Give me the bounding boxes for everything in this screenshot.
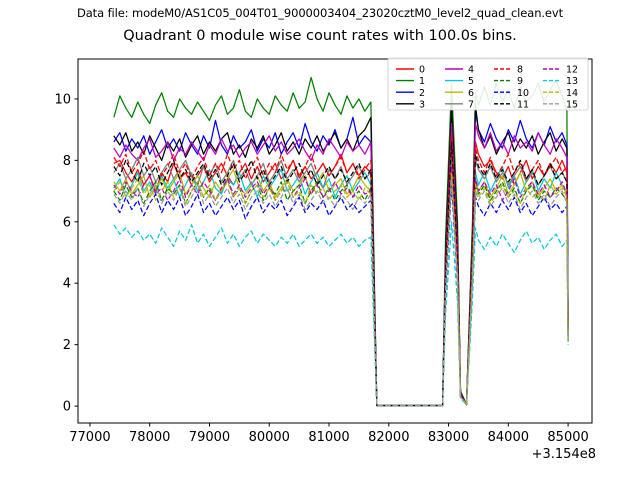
x-tick-label: 80000 [249,430,290,445]
figure-suptitle: Data file: modeM0/AS1C05_004T01_90000034… [76,6,564,20]
series-line-15 [113,178,569,407]
legend-box [387,57,589,111]
legend-label-12: 12 [566,65,578,76]
legend-label-0: 0 [419,65,425,76]
series-line-11 [113,141,569,407]
series-line-8 [113,135,569,407]
x-tick-label: 85000 [547,430,588,445]
x-tick-label: 83000 [428,430,469,445]
series-line-7 [113,147,569,407]
series-line-13 [113,221,569,407]
legend-label-15: 15 [566,99,578,110]
x-tick-label: 77000 [69,430,110,445]
series-line-10 [113,184,569,407]
legend-label-3: 3 [419,99,425,110]
legend-label-8: 8 [517,65,523,76]
legend-label-13: 13 [566,76,578,87]
y-tick-label: 8 [63,154,71,169]
axes-title: Quadrant 0 module wise count rates with … [123,28,517,44]
legend-label-2: 2 [419,88,425,99]
x-axis: 77000 78000 79000 80000 81000 82000 83000 84000… [69,423,589,445]
x-tick-label: 81000 [308,430,349,445]
legend-label-6: 6 [468,88,474,99]
y-tick-label: 10 [54,92,71,107]
y-tick-label: 2 [63,338,71,353]
series-line-12 [113,165,569,407]
y-tick-label: 0 [63,400,71,415]
legend-label-11: 11 [517,99,529,110]
series-line-6 [113,165,569,407]
y-axis: 0 2 4 6 8 10 [54,92,78,415]
x-axis-offset-text: +3.154e8 [531,447,596,462]
series-line-2 [113,110,569,407]
legend-label-4: 4 [468,65,474,76]
legend-label-5: 5 [468,76,474,87]
legend-label-10: 10 [517,88,529,99]
series-line-14 [113,172,569,407]
legend-label-1: 1 [419,76,425,87]
x-tick-label: 78000 [129,430,170,445]
legend-label-14: 14 [566,88,578,99]
legend-label-7: 7 [468,99,474,110]
series-line-4 [113,122,569,407]
series-line-3 [113,104,569,407]
x-tick-label: 84000 [488,430,529,445]
y-tick-label: 6 [63,215,71,230]
y-tick-label: 4 [63,277,71,292]
x-tick-label: 82000 [368,430,409,445]
x-tick-label: 79000 [189,430,230,445]
legend-label-9: 9 [517,76,523,87]
